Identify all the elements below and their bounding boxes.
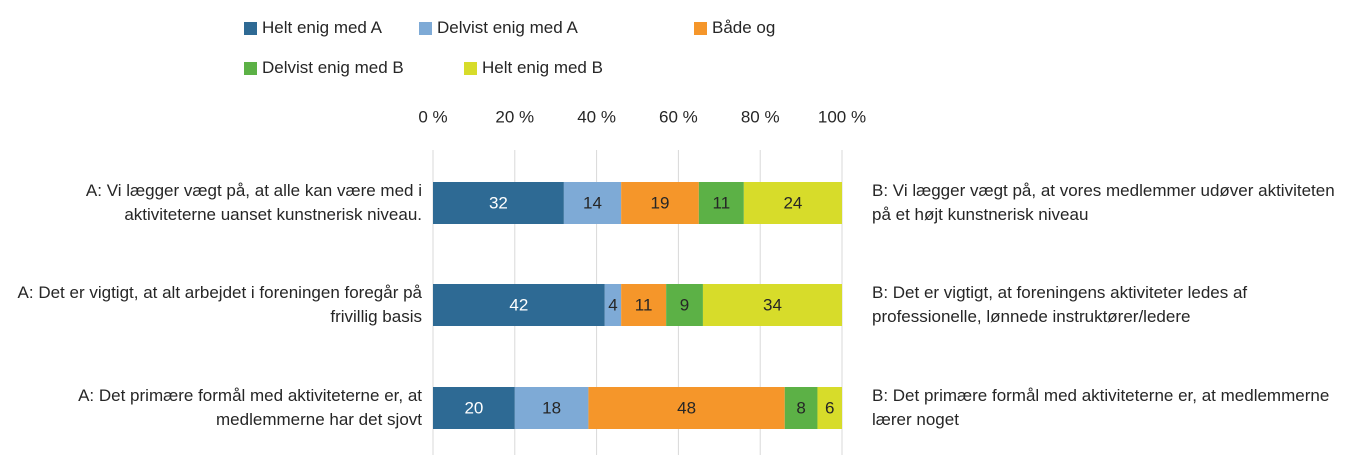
bar-segment <box>698 182 744 224</box>
right-label: B: Det er vigtigt, at foreningens aktivi… <box>872 283 1248 326</box>
bar-segment <box>433 387 515 429</box>
data-label: 20 <box>464 398 483 417</box>
bar-segment <box>817 387 842 429</box>
legend-item: Delvist enig med B <box>244 56 404 80</box>
data-label: 11 <box>713 193 731 212</box>
bar-segment <box>621 284 667 326</box>
legend-swatch <box>419 21 432 35</box>
data-label: 19 <box>651 193 670 212</box>
data-label: 4 <box>608 295 617 314</box>
data-label: 48 <box>677 398 696 417</box>
bar-segment <box>563 182 622 224</box>
bar-segment <box>702 284 842 326</box>
bar-segment <box>514 387 589 429</box>
legend-item: Delvist enig med A <box>419 16 578 40</box>
legend-swatch <box>464 61 477 75</box>
bar-segment <box>433 182 564 224</box>
category-label: A: Det primære formål med aktiviteterne … <box>78 386 422 429</box>
x-tick-label: 60 % <box>659 107 698 126</box>
data-label: 6 <box>825 398 834 417</box>
legend-label: Delvist enig med A <box>437 18 578 37</box>
bar-segment <box>604 284 622 326</box>
x-tick-label: 0 % <box>418 107 447 126</box>
legend-label: Delvist enig med B <box>262 58 404 77</box>
right-label: B: Det primære formål med aktiviteterne … <box>872 386 1330 429</box>
data-label: 18 <box>542 398 561 417</box>
category-label: A: Vi lægger vægt på, at alle kan være m… <box>85 181 422 224</box>
legend-swatch <box>694 21 707 35</box>
legend-item: Helt enig med A <box>244 16 382 40</box>
bar-segment <box>784 387 818 429</box>
right-label: B: Vi lægger vægt på, at vores medlemmer… <box>872 181 1335 224</box>
legend-label: Helt enig med B <box>482 58 603 77</box>
bar-segment <box>743 182 842 224</box>
category-label: A: Det er vigtigt, at alt arbejdet i for… <box>17 283 422 326</box>
data-label: 32 <box>489 193 508 212</box>
bar-segment <box>433 284 605 326</box>
data-label: 8 <box>796 398 805 417</box>
data-label: 11 <box>635 295 653 314</box>
x-tick-label: 20 % <box>495 107 534 126</box>
x-tick-label: 40 % <box>577 107 616 126</box>
data-label: 9 <box>680 295 689 314</box>
bar-segment <box>621 182 699 224</box>
x-tick-label: 80 % <box>741 107 780 126</box>
data-label: 34 <box>763 295 782 314</box>
x-tick-label: 100 % <box>818 107 866 126</box>
data-label: 42 <box>509 295 528 314</box>
bar-segment <box>588 387 785 429</box>
legend-item: Både og <box>694 16 775 40</box>
data-label: 14 <box>583 193 602 212</box>
legend-swatch <box>244 61 257 75</box>
data-label: 24 <box>783 193 802 212</box>
legend-label: Både og <box>712 18 776 37</box>
legend-item: Helt enig med B <box>464 56 603 80</box>
bar-segment <box>666 284 703 326</box>
legend-swatch <box>244 21 257 35</box>
legend-label: Helt enig med A <box>262 18 383 37</box>
